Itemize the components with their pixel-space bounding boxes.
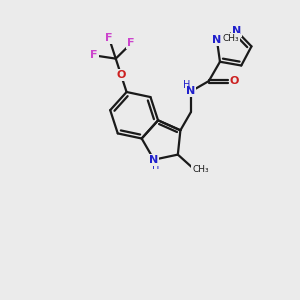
Text: N: N bbox=[212, 35, 222, 45]
Text: F: F bbox=[127, 38, 135, 48]
Text: CH₃: CH₃ bbox=[223, 34, 239, 43]
Text: O: O bbox=[230, 76, 239, 86]
Text: F: F bbox=[105, 33, 113, 43]
Text: H: H bbox=[183, 80, 190, 90]
Text: CH₃: CH₃ bbox=[192, 164, 209, 173]
Text: N: N bbox=[149, 155, 158, 165]
Text: O: O bbox=[116, 70, 126, 80]
Text: H: H bbox=[152, 161, 159, 171]
Text: N: N bbox=[186, 86, 195, 97]
Text: N: N bbox=[232, 26, 241, 36]
Text: F: F bbox=[90, 50, 98, 60]
